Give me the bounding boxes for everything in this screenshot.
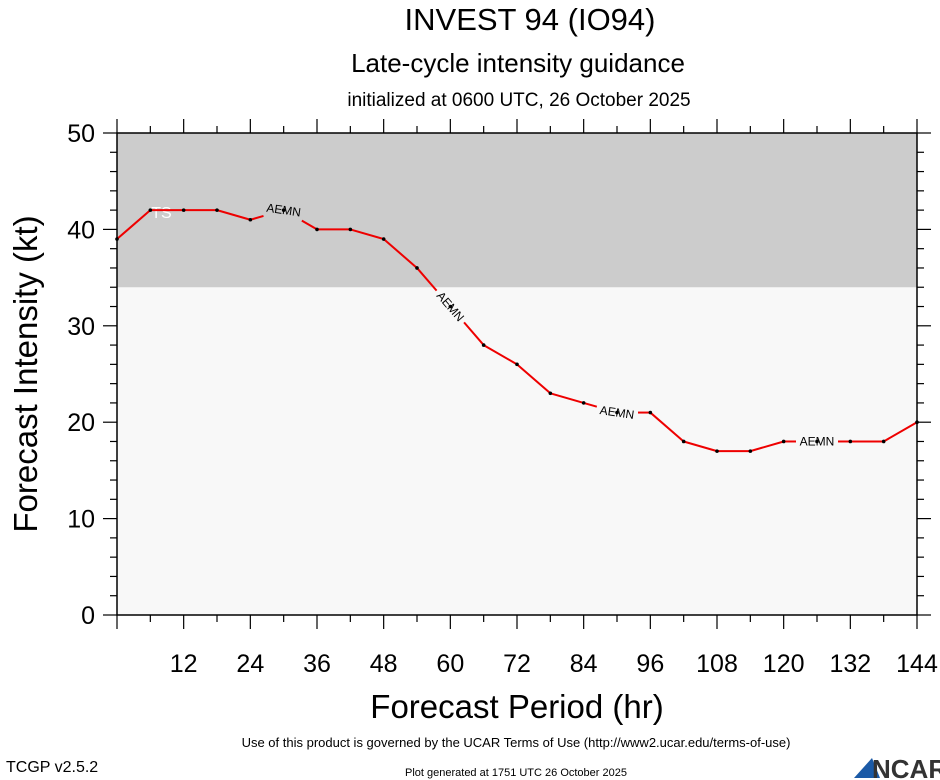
terms-of-use-text: Use of this product is governed by the U… [242, 735, 791, 750]
series-label: AEMN [800, 434, 835, 448]
y-tick-label: 30 [67, 313, 95, 341]
series-line-segment [350, 228, 384, 241]
y-tick-label: 10 [67, 506, 95, 534]
data-point [281, 208, 286, 212]
x-tick-label: 24 [236, 650, 264, 678]
data-point [681, 439, 686, 444]
y-tick-labels: 0 10 20 30 40 50 [67, 120, 95, 630]
data-point [748, 449, 753, 453]
x-tick-label: 84 [570, 650, 598, 678]
x-tick-label: 108 [696, 650, 738, 678]
ncar-logo-swoosh [854, 758, 880, 778]
data-point [548, 391, 553, 396]
x-tick-label: 48 [370, 650, 398, 678]
data-point [415, 266, 419, 270]
series-line-segment [463, 321, 485, 346]
chart-init-time: initialized at 0600 UTC, 26 October 2025 [347, 90, 690, 111]
ts-band-label: TS [151, 205, 171, 222]
y-tick-label: 0 [81, 602, 95, 630]
data-point [848, 439, 853, 444]
data-point [148, 208, 153, 212]
data-point [381, 237, 386, 241]
series-line-segment [750, 440, 784, 453]
series-line-segment [550, 392, 584, 404]
x-tick-labels: 12 24 36 48 60 72 84 96 108 120 132 144 [170, 650, 938, 678]
chart-subtitle: Late-cycle intensity guidance [351, 48, 685, 78]
data-point [515, 362, 519, 367]
data-point [215, 208, 219, 212]
series-line-segment [116, 209, 151, 240]
data-point [315, 227, 319, 232]
series-line-segment [683, 440, 718, 453]
x-tick-label: 144 [896, 650, 938, 678]
tropical-storm-band [117, 133, 917, 288]
x-tick-label: 36 [303, 650, 331, 678]
version-text: TCGP v2.5.2 [6, 759, 98, 776]
data-point [781, 439, 786, 444]
x-tick-label: 96 [636, 650, 664, 678]
data-point [348, 227, 353, 232]
data-point [615, 410, 619, 415]
data-point [881, 439, 886, 444]
plot-frame [116, 132, 918, 616]
series-line-segment [383, 238, 418, 269]
data-point [648, 410, 653, 415]
x-tick-label: 132 [829, 650, 871, 678]
series-line-segment [883, 421, 918, 443]
y-tick-label: 50 [67, 120, 95, 148]
series-line-segment [583, 401, 598, 408]
series-line-segment [416, 267, 438, 292]
series-line-segment [649, 411, 685, 443]
series-line-segment [483, 344, 518, 366]
y-tick-label: 20 [67, 409, 95, 437]
y-tick-label: 40 [67, 216, 95, 244]
x-tick-label: 72 [503, 650, 531, 678]
ncar-logo: NCAR [854, 754, 940, 780]
data-point [181, 208, 186, 212]
data-point [715, 449, 719, 453]
data-point [481, 343, 486, 347]
series-line-segment [516, 363, 551, 395]
data-point [248, 217, 253, 222]
x-tick-label: 12 [170, 650, 198, 678]
ncar-logo-text: NCAR [872, 754, 940, 780]
generated-text: Plot generated at 1751 UTC 26 October 20… [405, 767, 627, 779]
data-point [581, 401, 586, 405]
y-axis-label: Forecast Intensity (kt) [7, 215, 44, 532]
series-line-segment [301, 219, 318, 231]
x-axis-label: Forecast Period (hr) [370, 688, 663, 725]
series-line-segment [250, 214, 264, 221]
series-line-segment [216, 209, 251, 221]
chart-title: INVEST 94 (IO94) [405, 2, 656, 37]
axis-ticks [103, 119, 931, 629]
x-tick-label: 120 [763, 650, 805, 678]
data-point [448, 304, 453, 309]
data-point [815, 439, 819, 444]
series-label: AEMN [599, 403, 635, 422]
series-label: AEMN [266, 201, 302, 220]
x-tick-label: 60 [436, 650, 464, 678]
